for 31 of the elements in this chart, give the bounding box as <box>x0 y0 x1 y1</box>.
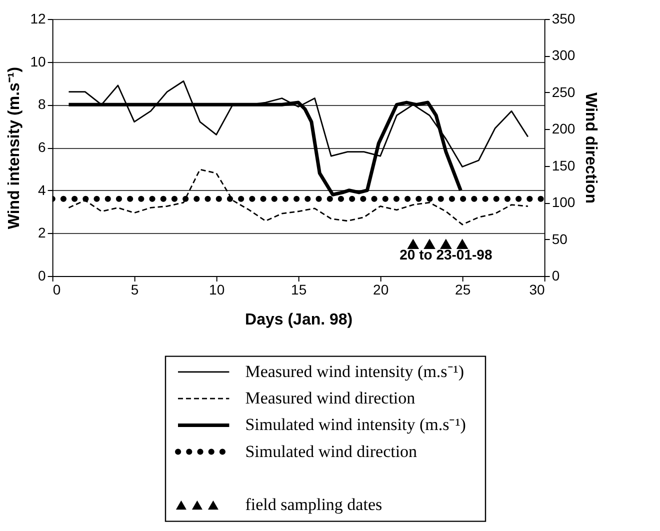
y2-tick-label: 0 <box>552 268 560 284</box>
y2-tick-label: 250 <box>552 84 576 100</box>
y-tick-label: 6 <box>38 139 46 155</box>
x-tick-label: 30 <box>529 282 546 298</box>
legend-label: Measured wind intensity (m.s⁻¹) <box>245 362 464 381</box>
y-tick-label: 8 <box>38 96 46 112</box>
legend-label: Measured wind direction <box>245 388 416 408</box>
y2-axis-title: Wind direction <box>582 92 600 204</box>
y-tick-label: 12 <box>30 10 46 26</box>
x-tick-label: 25 <box>455 282 471 298</box>
y2-tick-label: 200 <box>552 120 576 137</box>
legend-label: Simulated wind direction <box>245 442 418 461</box>
y-axis-title: Wind intensity (m.s⁻¹) <box>6 66 24 230</box>
y2-tick-label: 150 <box>552 157 576 174</box>
annotation: 20 to 23-01-98 <box>400 246 492 262</box>
x-tick-label: 20 <box>373 282 389 298</box>
legend-label: field sampling dates <box>245 495 382 514</box>
y2-tick-label: 300 <box>552 47 576 64</box>
y-tick-label: 2 <box>38 224 46 241</box>
x-tick-label: 15 <box>291 282 307 298</box>
y-tick-label: 4 <box>38 182 46 198</box>
legend-label: Simulated wind intensity (m.s⁻¹) <box>245 415 466 434</box>
y2-tick-label: 350 <box>552 10 576 26</box>
y-tick-label: 0 <box>38 268 46 284</box>
x-tick-label: 5 <box>130 282 139 298</box>
x-tick-label: 10 <box>209 282 225 298</box>
y-tick-label: 10 <box>30 53 46 70</box>
y2-tick-label: 100 <box>552 194 576 210</box>
x-tick-label: 0 <box>52 282 61 298</box>
y2-tick-label: 50 <box>552 230 568 247</box>
x-axis-title: Days (Jan. 98) <box>245 312 353 328</box>
